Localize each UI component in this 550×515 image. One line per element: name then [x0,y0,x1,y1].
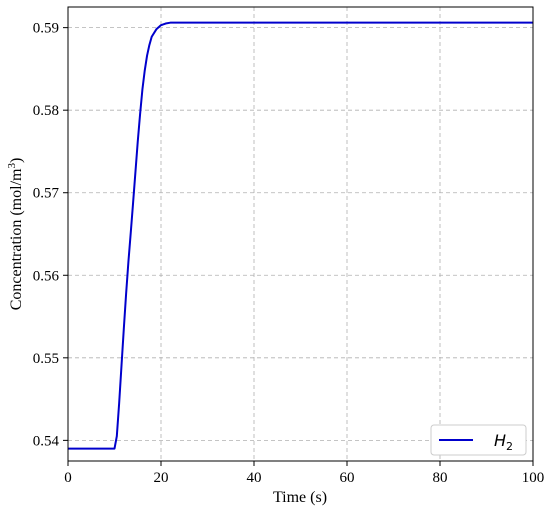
y-axis-label-main: Concentration (mol/m [8,168,25,310]
plot-series [68,21,533,450]
x-tick-label: 20 [154,470,169,486]
tick-labels: 0 20 40 60 80 100 0.54 0.55 0.56 0.57 0.58 0.59 [33,21,545,486]
grid-lines [67,7,534,461]
y-tick-label: 0.56 [33,268,60,284]
x-tick-label: 60 [340,470,355,486]
legend-label-sub: 2 [506,440,513,453]
y-axis-label: Concentration (mol/m3) [6,158,25,311]
legend-label-h2: H2 [494,431,513,453]
y-tick-label: 0.59 [33,21,59,37]
x-tick-label: 0 [64,470,72,486]
series-line-h2 [68,21,533,450]
legend-label-base: H [494,431,506,450]
x-axis-label: Time (s) [273,489,327,506]
x-tick-label: 40 [247,470,262,486]
tick-marks [63,27,534,466]
x-tick-label: 80 [433,470,448,486]
y-tick-label: 0.54 [33,433,60,449]
y-tick-label: 0.55 [33,351,59,367]
legend: H2 [430,424,527,456]
x-tick-label: 100 [522,470,545,486]
y-tick-label: 0.57 [33,186,60,202]
plot-frame [67,6,534,462]
y-axis-label-sup: 3 [6,163,18,169]
legend-box [430,424,527,456]
y-axis-label-close: ) [8,158,25,163]
y-tick-label: 0.58 [33,103,59,119]
